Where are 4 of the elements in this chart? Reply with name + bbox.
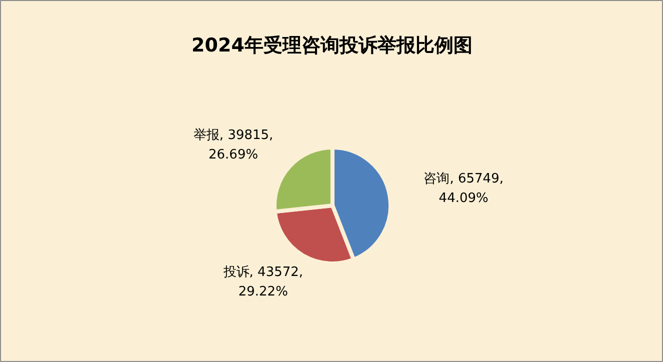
slice-label: 咨询, 65749, 44.09%	[424, 172, 504, 206]
slice-label: 举报, 39815, 26.69%	[193, 128, 274, 163]
slice-label: 投诉, 43572, 29.22%	[222, 265, 304, 300]
chart-title: 2024年受理咨询投诉举报比例图	[192, 34, 472, 56]
